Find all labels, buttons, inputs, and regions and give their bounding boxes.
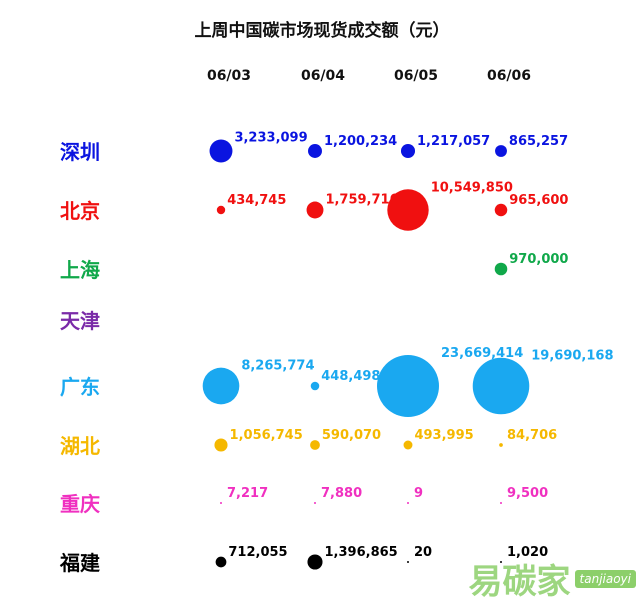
bubble bbox=[495, 145, 507, 157]
bubble bbox=[216, 205, 226, 215]
series-label: 湖北 bbox=[60, 434, 100, 458]
data-label: 23,669,414 bbox=[441, 346, 523, 361]
bubble bbox=[377, 355, 439, 417]
bubble bbox=[220, 502, 222, 504]
data-label: 493,995 bbox=[414, 428, 473, 443]
data-label: 84,706 bbox=[507, 428, 557, 443]
data-label: 1,020 bbox=[507, 545, 548, 560]
data-label: 9,500 bbox=[507, 486, 548, 501]
watermark-logo: 易碳家 tanjiaoyi bbox=[469, 554, 636, 603]
bubble bbox=[494, 262, 508, 276]
series-label: 重庆 bbox=[60, 492, 100, 516]
data-label: 19,690,168 bbox=[531, 349, 613, 364]
bubble bbox=[400, 143, 416, 159]
data-label: 865,257 bbox=[509, 134, 568, 149]
bubble bbox=[403, 440, 413, 450]
bubble bbox=[500, 561, 502, 563]
series-label: 福建 bbox=[59, 551, 100, 575]
x-tick-label: 06/03 bbox=[207, 68, 251, 84]
data-label: 970,000 bbox=[509, 252, 568, 267]
bubble bbox=[215, 556, 227, 568]
series-label: 天津 bbox=[60, 309, 100, 333]
bubble bbox=[202, 367, 240, 405]
data-label: 590,070 bbox=[322, 428, 381, 443]
series-label: 深圳 bbox=[60, 140, 100, 164]
bubble bbox=[500, 502, 502, 504]
data-label: 712,055 bbox=[228, 545, 287, 560]
data-label: 965,600 bbox=[509, 193, 568, 208]
bubble bbox=[499, 443, 503, 447]
bubble bbox=[214, 438, 228, 452]
data-label: 7,880 bbox=[321, 486, 362, 501]
series-label: 上海 bbox=[60, 258, 100, 282]
bubble bbox=[387, 189, 429, 231]
data-label: 10,549,850 bbox=[431, 180, 513, 195]
logo-cn: 易碳家 bbox=[468, 562, 571, 602]
bubble bbox=[310, 381, 320, 391]
chart-title: 上周中国碳市场现货成交额（元） bbox=[195, 20, 450, 41]
series-label: 广东 bbox=[60, 375, 100, 399]
data-label: 1,217,057 bbox=[417, 134, 490, 149]
data-label: 7,217 bbox=[227, 486, 268, 501]
data-label: 448,498 bbox=[321, 369, 380, 384]
bubble bbox=[308, 144, 322, 158]
bubble bbox=[310, 440, 320, 450]
data-label: 9 bbox=[414, 486, 423, 501]
bubble bbox=[306, 201, 324, 219]
data-label: 1,759,716 bbox=[325, 193, 398, 208]
data-label: 1,396,865 bbox=[325, 545, 398, 560]
data-label: 8,265,774 bbox=[241, 359, 314, 374]
x-tick-label: 06/04 bbox=[301, 68, 345, 84]
series-label: 北京 bbox=[60, 199, 100, 223]
data-label: 1,056,745 bbox=[230, 428, 303, 443]
data-label: 1,200,234 bbox=[324, 134, 397, 149]
bubble bbox=[407, 502, 409, 504]
x-tick-label: 06/05 bbox=[394, 68, 438, 84]
bubble bbox=[407, 561, 409, 563]
data-label: 434,745 bbox=[227, 193, 286, 208]
logo-en: tanjiaoyi bbox=[574, 569, 636, 588]
x-tick-label: 06/06 bbox=[487, 68, 531, 84]
bubble bbox=[314, 502, 316, 504]
bubble bbox=[472, 357, 530, 415]
bubble bbox=[494, 203, 508, 217]
bubble bbox=[209, 139, 233, 163]
bubble bbox=[307, 554, 323, 570]
data-label: 20 bbox=[414, 545, 432, 560]
data-label: 3,233,099 bbox=[234, 131, 307, 146]
